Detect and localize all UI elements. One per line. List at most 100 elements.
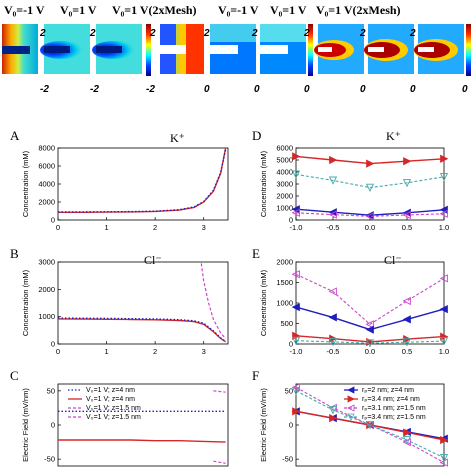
x-tick-label: -0.5 <box>327 347 340 356</box>
y-axis-label: Concentration (mM) <box>259 150 268 217</box>
scale-bottom-2a: 0 <box>254 84 260 95</box>
data-point <box>439 172 449 182</box>
y-tick-label: 3000 <box>38 258 55 267</box>
y-tick-label: 5000 <box>276 156 293 165</box>
legend-entry: rₚ=3.1 nm; z=1.5 nm <box>362 405 426 412</box>
data-point <box>329 414 338 423</box>
scale-bottom-2b: 0 <box>304 84 310 95</box>
data-point <box>402 315 411 324</box>
y-axis-label: Concentration (mM) <box>21 269 30 336</box>
panel-letter: B <box>10 246 19 261</box>
heatmap-group-1: 2 -2 -2 -2 2 2 <box>2 24 156 95</box>
plot-frame <box>57 147 229 221</box>
heatmap-group-3: 2 0 2 0 0 <box>314 24 471 95</box>
chart-e: E Cl⁻ Concentration (mM) 0 500 1000 1500 2000 -1… <box>252 246 449 356</box>
series-line <box>57 317 227 343</box>
data-point <box>439 337 449 346</box>
heatmap-group-2: 2 0 2 0 2 0 <box>160 24 313 95</box>
y-tick-label: 1000 <box>276 204 293 213</box>
y-tick-label: 8000 <box>38 144 55 153</box>
scale-top-1: 2 <box>149 28 156 39</box>
data-point <box>291 208 300 217</box>
data-point <box>328 287 337 296</box>
series-line <box>213 390 226 393</box>
series-line <box>58 439 226 443</box>
data-point <box>291 170 301 179</box>
data-point <box>440 154 449 163</box>
header-label-3: V₀=1 V(2xMesh) <box>112 3 197 17</box>
y-tick-label: 6000 <box>38 162 55 171</box>
scale-top-2a: 2 <box>251 28 258 39</box>
header-label-4: V₀=-1 V <box>218 3 259 17</box>
y-axis-label: Electric Field (mV/nm) <box>259 388 268 462</box>
data-point <box>402 210 411 220</box>
scale-bottom-1: -2 <box>146 84 155 95</box>
legend-marker <box>347 413 355 421</box>
data-point <box>403 157 412 166</box>
scale-top-1a: 2 <box>39 28 46 39</box>
y-tick-label: -50 <box>282 455 293 464</box>
legend-marker <box>347 386 355 394</box>
data-point <box>440 332 449 341</box>
panel-letter: C <box>10 368 19 383</box>
y-tick-label: 0 <box>51 340 55 349</box>
data-point <box>328 210 337 219</box>
chart-title: K⁺ <box>170 131 185 145</box>
x-tick-label: 0 <box>56 347 60 356</box>
x-tick-label: 1 <box>104 347 108 356</box>
y-tick-label: 500 <box>280 319 293 328</box>
y-axis-label: Concentration (mM) <box>21 150 30 217</box>
header-label-6: V₀=1 V(2xMesh) <box>316 3 401 17</box>
x-tick-label: 0.0 <box>365 223 375 232</box>
y-tick-label: 0 <box>51 421 55 430</box>
legend-entry: V₀=1 V; z=1.5 nm <box>86 414 141 421</box>
series-line <box>295 173 445 189</box>
y-tick-label: 1000 <box>38 312 55 321</box>
plot-frame <box>57 383 229 467</box>
x-tick-label: 0 <box>56 223 60 232</box>
x-tick-label: 1 <box>104 223 108 232</box>
y-tick-label: 50 <box>47 386 55 395</box>
scale-top-2b: 2 <box>303 28 310 39</box>
y-tick-label: 2000 <box>38 285 55 294</box>
y-tick-label: 0 <box>289 421 293 430</box>
data-point <box>291 336 301 346</box>
x-tick-label: 2 <box>153 223 157 232</box>
chart-title: Cl⁻ <box>384 253 402 267</box>
data-point <box>365 212 374 221</box>
scale-bottom-3a: 0 <box>410 84 416 95</box>
data-point <box>365 183 375 193</box>
y-tick-label: 0 <box>51 216 55 225</box>
y-tick-label: -50 <box>44 455 55 464</box>
y-tick-label: 0 <box>289 340 293 349</box>
scale-bottom-1a: -2 <box>40 84 49 95</box>
data-point <box>439 453 449 463</box>
y-tick-label: 4000 <box>276 168 293 177</box>
data-point <box>291 302 300 312</box>
data-point <box>402 178 412 188</box>
header-label-2: V₀=1 V <box>60 3 97 17</box>
y-tick-label: 0 <box>289 216 293 225</box>
series-line <box>200 263 227 339</box>
series-line <box>213 460 226 464</box>
data-point <box>365 339 375 348</box>
y-tick-label: 6000 <box>276 144 293 153</box>
series-line <box>295 386 445 464</box>
data-point <box>439 305 448 314</box>
header-label-1: V₀=-1 V <box>4 3 45 17</box>
data-point <box>291 386 301 396</box>
x-tick-label: 0.0 <box>365 347 375 356</box>
colorbar <box>146 24 151 76</box>
scale-top-2: 2 <box>203 28 210 39</box>
y-tick-label: 3000 <box>276 180 293 189</box>
data-point <box>291 270 300 279</box>
y-axis-label: Electric Field (mV/nm) <box>21 388 30 462</box>
series-line <box>295 390 445 459</box>
x-tick-label: -1.0 <box>290 347 303 356</box>
y-tick-label: 4000 <box>38 180 55 189</box>
data-point <box>439 274 448 283</box>
x-tick-label: -1.0 <box>290 223 303 232</box>
scale-bottom-1b: -2 <box>90 84 99 95</box>
